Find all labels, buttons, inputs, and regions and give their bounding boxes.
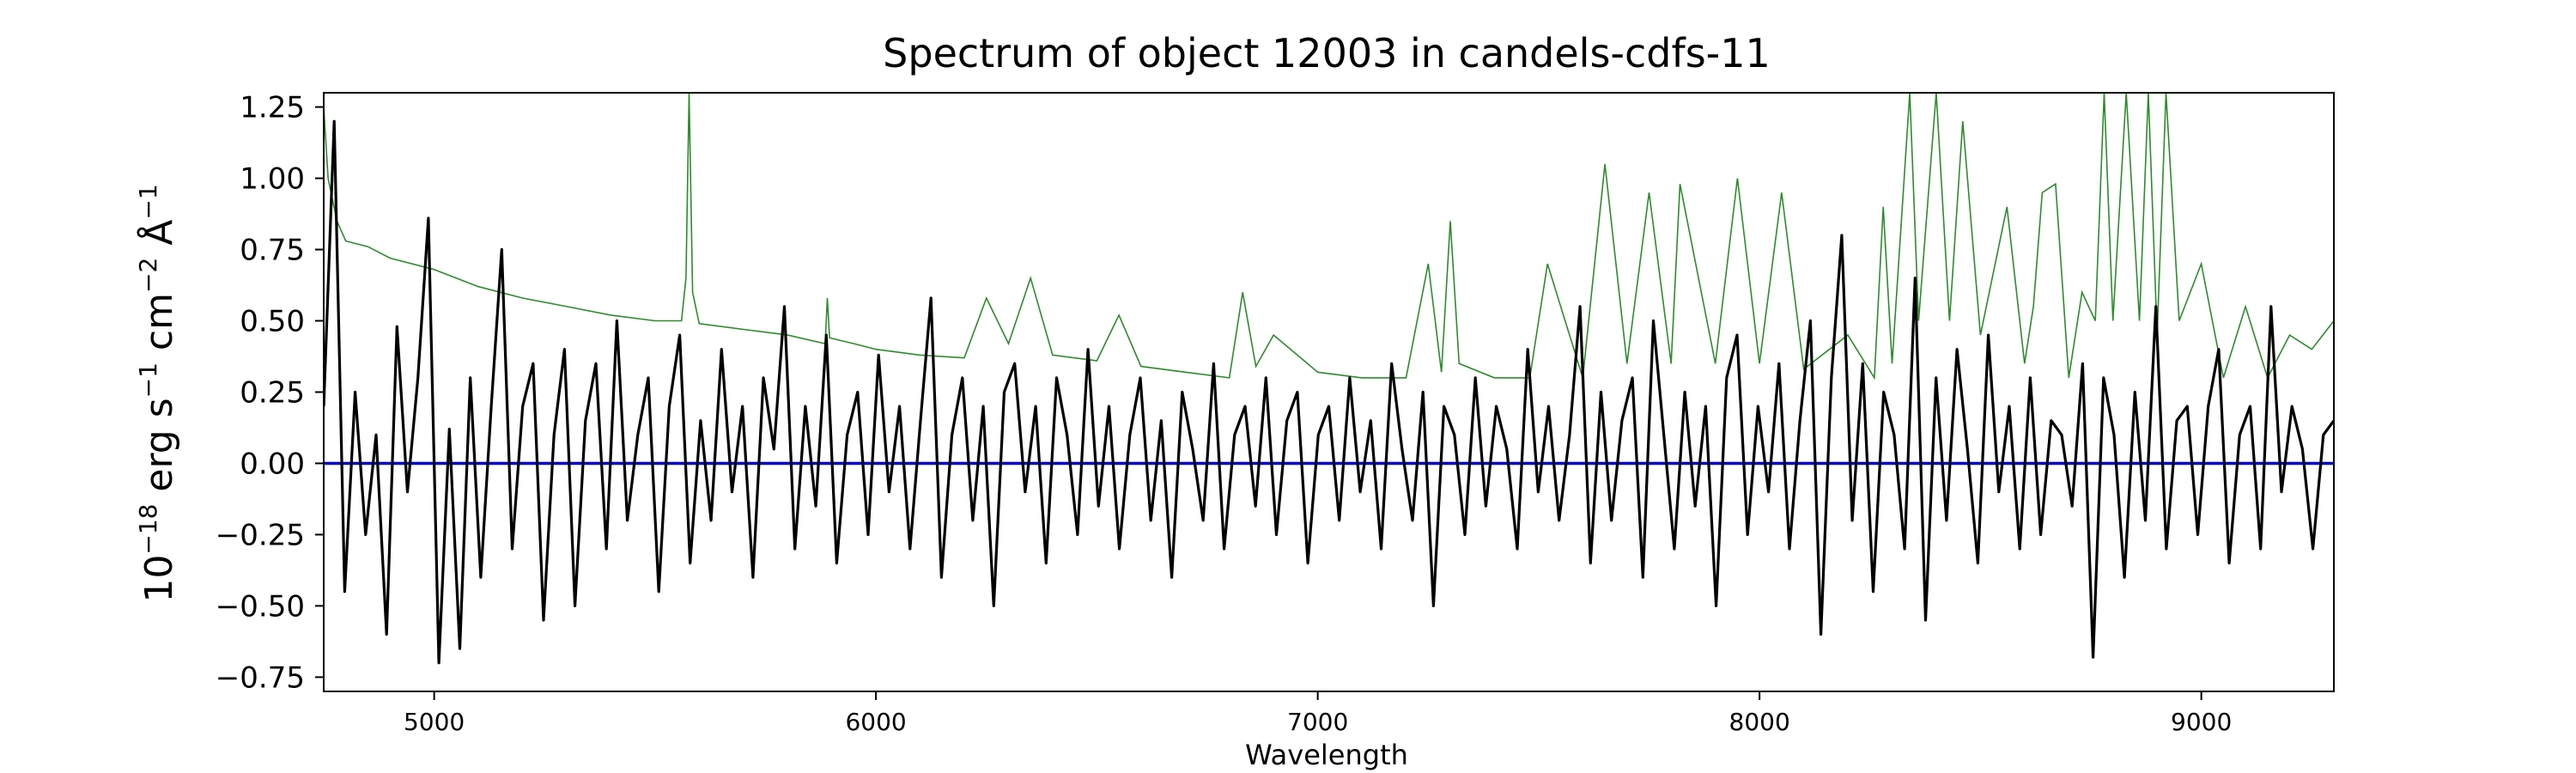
axes-layer: 5000 6000 7000 8000 9000 −0.75 −0.50 −0.25 0.00 0… bbox=[216, 91, 2335, 736]
y-tick-label: 0.25 bbox=[240, 376, 305, 411]
y-tick-label: −0.50 bbox=[216, 589, 305, 624]
y-tick-label: −0.75 bbox=[216, 660, 305, 695]
y-tick-label: 1.25 bbox=[240, 91, 305, 125]
x-tick-label: 7000 bbox=[1287, 708, 1348, 736]
x-tick-label: 6000 bbox=[845, 708, 906, 736]
y-tick-label: 1.00 bbox=[240, 162, 305, 197]
y-tick-label: 0.50 bbox=[240, 305, 305, 339]
series-layer bbox=[324, 93, 2334, 665]
chart-title: Spectrum of object 12003 in candels-cdfs… bbox=[883, 30, 1771, 76]
x-tick-label: 5000 bbox=[404, 708, 465, 736]
y-axis-label: 10−18 erg s−1 cm−2 Å−1 bbox=[134, 184, 181, 602]
y-label-unit-3-exp: −1 bbox=[134, 184, 162, 219]
y-label-exp: −18 bbox=[134, 504, 162, 555]
error-spectrum-line bbox=[324, 93, 2334, 380]
y-tick-label: 0.00 bbox=[240, 447, 305, 481]
y-label-unit-1: erg s bbox=[137, 398, 181, 491]
y-label-unit-1-exp: −1 bbox=[134, 362, 162, 398]
x-tick-label: 8000 bbox=[1729, 708, 1790, 736]
x-tick-label: 9000 bbox=[2171, 708, 2232, 736]
y-label-unit-2: cm bbox=[137, 293, 181, 350]
y-label-base: 10 bbox=[137, 555, 181, 603]
x-axis-label: Wavelength bbox=[1245, 739, 1408, 771]
y-tick-label: 0.75 bbox=[240, 234, 305, 268]
y-label-unit-3: Å bbox=[136, 220, 181, 246]
flux-spectrum-line bbox=[324, 119, 2334, 665]
y-tick-label: −0.25 bbox=[216, 518, 305, 552]
y-label-unit-2-exp: −2 bbox=[134, 258, 162, 293]
